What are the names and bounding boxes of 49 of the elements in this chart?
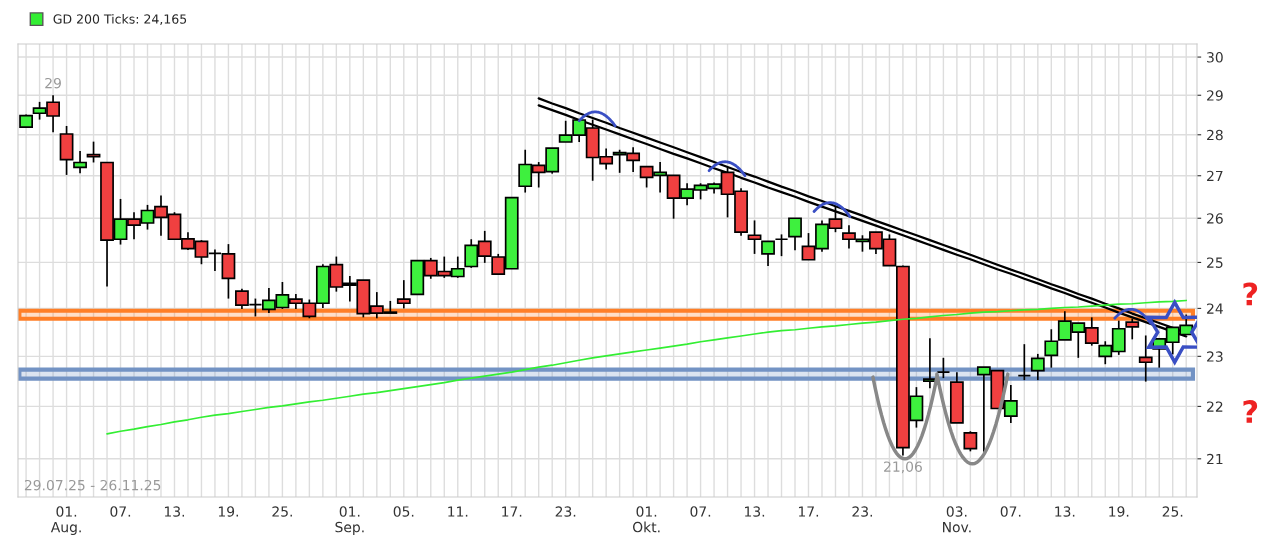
candlestick: [788, 217, 802, 252]
x-tick-label: 13.: [745, 506, 765, 517]
text: ?: [1243, 400, 1258, 423]
y-tick-label: 29: [1207, 90, 1223, 101]
y-tick-label: 21: [1207, 453, 1223, 465]
x-tick-label: 01. Sep.: [335, 506, 364, 536]
x-tick-label: 25.: [1162, 506, 1183, 517]
x-tick-label: 19.: [1109, 506, 1129, 517]
x-tick-label: 01. Okt.: [632, 506, 660, 533]
text: ?: [1243, 282, 1258, 306]
candlestick: [936, 356, 951, 379]
x-tick-label: 01. Aug.: [50, 506, 81, 536]
legend-label: GD 200 Ticks: 24,165: [53, 14, 187, 25]
candlestick: [774, 233, 789, 257]
x-tick-label: 03. Nov.: [943, 506, 971, 533]
annotation: 29: [45, 77, 61, 89]
x-tick-label: 07.: [690, 506, 711, 517]
x-tick-label: 23.: [555, 506, 576, 517]
x-tick-label: 13.: [164, 506, 185, 517]
y-tick-label: 28: [1207, 129, 1223, 141]
y-tick-label: 24: [1207, 303, 1223, 314]
line-series: [106, 299, 1188, 435]
candlestick: [922, 337, 937, 389]
y-tick-label: 22: [1207, 401, 1223, 412]
x-tick-label: 11.: [448, 506, 468, 517]
candlestick: [761, 240, 775, 267]
y-tick-label: 27: [1207, 170, 1223, 182]
candlestick: [86, 140, 101, 164]
y-tick-label: 30: [1207, 52, 1223, 63]
candlestick: [73, 150, 87, 175]
x-tick-label: 07.: [110, 506, 131, 517]
annotation: 29.07.25 - 26.11.25: [24, 479, 161, 491]
x-tick-label: 25.: [272, 506, 292, 517]
y-tick-label: 25: [1207, 257, 1223, 268]
y-tick-label: 26: [1207, 213, 1223, 224]
candlestick: [1017, 343, 1032, 381]
annotation: 21,06: [884, 461, 922, 474]
candlestick: [1138, 334, 1153, 383]
x-tick-label: 05.: [393, 506, 414, 517]
x-tick-label: 07.: [1000, 506, 1021, 517]
x-tick-label: 17.: [798, 506, 819, 517]
candlestick: [396, 279, 411, 310]
x-tick-label: 19.: [218, 506, 238, 517]
candlestick: [747, 219, 762, 255]
x-tick-label: 13.: [1055, 506, 1075, 517]
y-tick-label: 23: [1207, 351, 1223, 362]
x-tick-label: 17.: [502, 506, 522, 517]
x-tick-label: 23.: [852, 506, 872, 517]
candlestick: [963, 430, 978, 453]
